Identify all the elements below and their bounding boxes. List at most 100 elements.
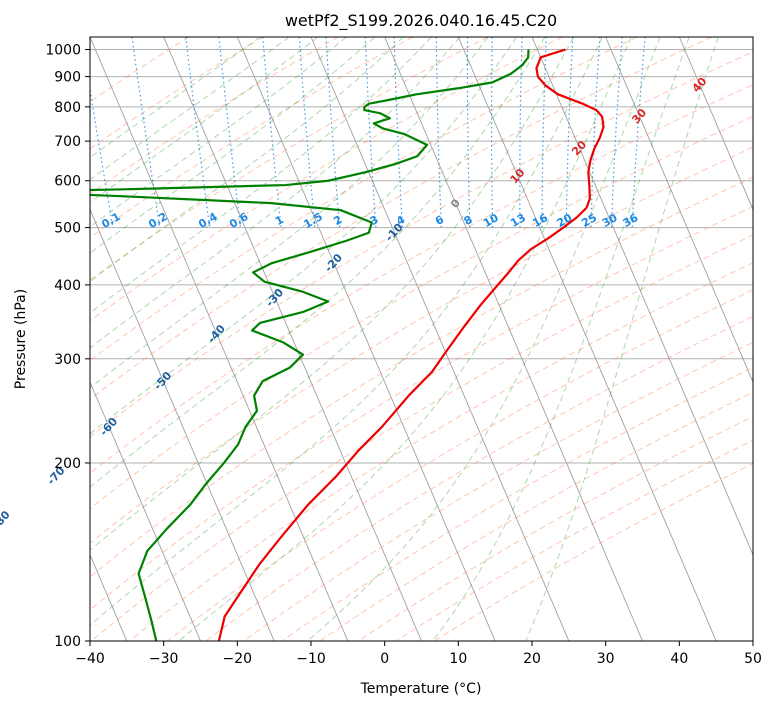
mixing-ratio-line (185, 37, 211, 228)
dry-adiabat (166, 289, 753, 641)
dry-adiabat (90, 146, 753, 544)
x-tick-label: 20 (523, 651, 541, 667)
y-tick-label: 600 (54, 174, 81, 190)
moist-adiabat (306, 37, 661, 641)
y-tick-label: 100 (54, 634, 81, 650)
x-tick-label: −40 (75, 651, 105, 667)
isotherm-line (457, 37, 717, 641)
dry-adiabat (90, 37, 563, 322)
x-tick-label: −30 (149, 651, 179, 667)
mixing-ratio-label: 1 (273, 213, 286, 228)
isotherm-line (678, 37, 753, 211)
isotherm-label: -60 (97, 415, 120, 439)
dry-adiabat (128, 262, 753, 641)
sounding-profiles (90, 48, 605, 641)
dry-adiabat (281, 366, 753, 641)
y-tick-label: 1000 (45, 43, 81, 59)
mixing-ratio-line (490, 37, 494, 228)
moist-adiabat (90, 37, 603, 626)
mixing-ratio-line (590, 37, 601, 228)
moist-adiabat (177, 37, 632, 641)
moist-adiabat (90, 37, 347, 228)
isotherm-line (605, 37, 753, 384)
dry-adiabat (90, 84, 753, 474)
y-tick-label: 700 (54, 134, 81, 150)
moist-adiabat (90, 37, 376, 254)
mixing-ratio-line (466, 37, 471, 228)
y-tick-label: 400 (54, 278, 81, 294)
mixing-ratio-line (610, 37, 623, 228)
x-tick-label: 50 (744, 651, 762, 667)
y-axis-title: Pressure (hPa) (13, 289, 29, 389)
isotherm-label-positive: 10 (508, 166, 528, 186)
x-tick-label: 40 (670, 651, 688, 667)
dry-adiabat (90, 176, 753, 578)
background-lines (90, 37, 753, 641)
x-tick-label: 10 (449, 651, 467, 667)
mixing-ratio-line (519, 37, 523, 228)
dry-adiabat (90, 234, 753, 641)
isotherm-label: -20 (322, 251, 345, 275)
moist-adiabat (90, 37, 546, 488)
dry-adiabat (90, 37, 339, 195)
y-tick-label: 800 (54, 100, 81, 116)
mixing-ratio-line (435, 37, 442, 228)
mixing-ratio-line (393, 37, 404, 228)
moist-adiabat (90, 37, 489, 389)
y-tick-label: 200 (54, 456, 81, 472)
isotherm-line (90, 380, 201, 641)
mixing-ratio-line (631, 37, 646, 228)
isotherm-line (384, 37, 643, 641)
dry-adiabat (90, 37, 638, 362)
mixing-ratio-line (325, 37, 341, 228)
isotherm-line (236, 37, 496, 641)
dry-adiabat (90, 37, 414, 239)
isotherm-label-positive: 40 (690, 75, 710, 95)
mixing-ratio-label: 8 (462, 213, 475, 228)
mixing-ratio-line (541, 37, 547, 228)
dry-adiabat (395, 439, 753, 641)
x-axis: −40 −30 −20 −10 0 10 20 30 40 50 (75, 641, 762, 667)
isotherm-label-positive: 30 (629, 106, 649, 126)
x-tick-label: 0 (380, 651, 389, 667)
isotherm-label: -80 (0, 508, 13, 532)
mixing-ratio-line (131, 37, 161, 228)
dry-adiabat (433, 462, 753, 641)
isotherm-line (752, 37, 753, 39)
mixing-ratio-line (298, 37, 316, 228)
x-axis-title: Temperature (°C) (360, 681, 482, 697)
x-tick-label: −20 (223, 651, 253, 667)
moist-adiabat (525, 37, 719, 641)
chart-title: wetPf2_S199.2026.040.16.45.C20 (285, 11, 557, 31)
mixing-ratio-line (565, 37, 574, 228)
moist-adiabat (90, 37, 432, 314)
dewpoint-profile (90, 49, 530, 641)
dry-adiabat (90, 37, 264, 150)
mixing-ratio-labels: 0.1 0.2 0.4 0.6 1 1.5 2 3 4 6 8 10 13 16 20 25 30 36 (99, 210, 640, 231)
dry-adiabat (90, 51, 753, 438)
dry-adiabat (90, 205, 753, 611)
moist-adiabat (90, 37, 404, 283)
isotherm-label: -30 (263, 286, 286, 310)
y-tick-label: 900 (54, 70, 81, 86)
y-axis: 100 200 300 400 500 600 700 800 900 1000 (45, 43, 90, 650)
moist-adiabat (432, 37, 690, 641)
mixing-ratio-line (262, 37, 282, 228)
isotherm-line (90, 208, 275, 641)
mixing-ratio-line (218, 37, 242, 228)
moist-adiabat (90, 37, 290, 181)
isotherm-line (531, 37, 753, 556)
isotherm-line (90, 37, 349, 641)
mixing-ratio-line (364, 37, 377, 228)
dry-adiabat (90, 115, 753, 510)
plot-frame (89, 36, 754, 642)
mixing-ratio-line (90, 85, 114, 228)
y-tick-label: 500 (54, 221, 81, 237)
x-tick-label: −10 (296, 651, 326, 667)
isotherm-label-zero: 0 (448, 196, 463, 211)
isotherm-label: -40 (205, 322, 228, 346)
mixing-ratio-label: 6 (433, 213, 446, 228)
moist-adiabat (90, 37, 261, 159)
moist-adiabat (90, 37, 461, 349)
